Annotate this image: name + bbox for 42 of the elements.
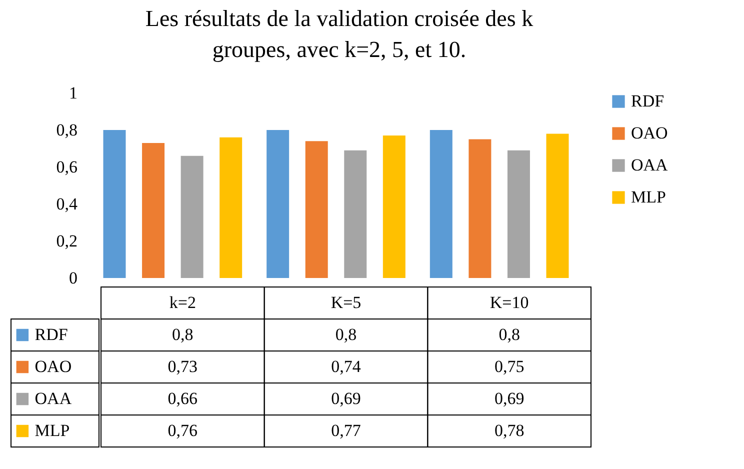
text: OAA bbox=[34, 389, 72, 408]
data-label: 0,8 bbox=[498, 325, 520, 344]
x-tick-label: K=5 bbox=[330, 293, 362, 312]
data-label: 0,77 bbox=[331, 421, 362, 440]
y-tick-label: 0,6 bbox=[56, 158, 78, 176]
bar bbox=[266, 130, 290, 278]
data-label: 0,76 bbox=[168, 421, 198, 440]
x-tick-label: K=10 bbox=[490, 293, 529, 312]
legend-label: MLP bbox=[631, 188, 666, 206]
data-label: 0,75 bbox=[494, 357, 524, 376]
bar bbox=[180, 156, 204, 278]
data-label: 0,8 bbox=[335, 325, 357, 344]
data-label: 0,66 bbox=[168, 389, 198, 408]
bar bbox=[468, 139, 492, 278]
text: MLP bbox=[34, 421, 70, 440]
legend-label: OAA bbox=[631, 156, 669, 174]
bar bbox=[344, 150, 367, 278]
text: OAO bbox=[631, 124, 668, 142]
bar bbox=[430, 130, 452, 278]
x-tick-label: k=2 bbox=[169, 293, 196, 312]
text: RDF bbox=[631, 92, 664, 110]
legend-label: RDF bbox=[34, 325, 68, 344]
data-label: 0,74 bbox=[331, 357, 362, 376]
y-tick-label: 0,8 bbox=[56, 120, 78, 140]
y-tick-label: 0,4 bbox=[56, 194, 78, 214]
y-tick-label: 0 bbox=[69, 268, 78, 288]
bar bbox=[220, 137, 242, 278]
bar bbox=[103, 130, 126, 278]
y-tick-label: 1 bbox=[69, 84, 78, 102]
legend-label: OAO bbox=[34, 357, 72, 376]
bar bbox=[305, 141, 328, 278]
data-label: 0,73 bbox=[168, 357, 198, 376]
data-label: 0,69 bbox=[331, 389, 361, 408]
chart-title: Les résultats de la validation croisée des k groupes, avec k=2, 5, et 10. bbox=[145, 6, 534, 62]
bar bbox=[546, 134, 569, 278]
data-label: 0,69 bbox=[494, 389, 524, 408]
y-tick-label: 0,2 bbox=[56, 232, 78, 250]
bar bbox=[382, 136, 406, 278]
data-label: 0,78 bbox=[494, 421, 524, 440]
bar bbox=[507, 150, 530, 278]
data-label: 0,8 bbox=[172, 325, 194, 344]
bar bbox=[142, 142, 165, 278]
